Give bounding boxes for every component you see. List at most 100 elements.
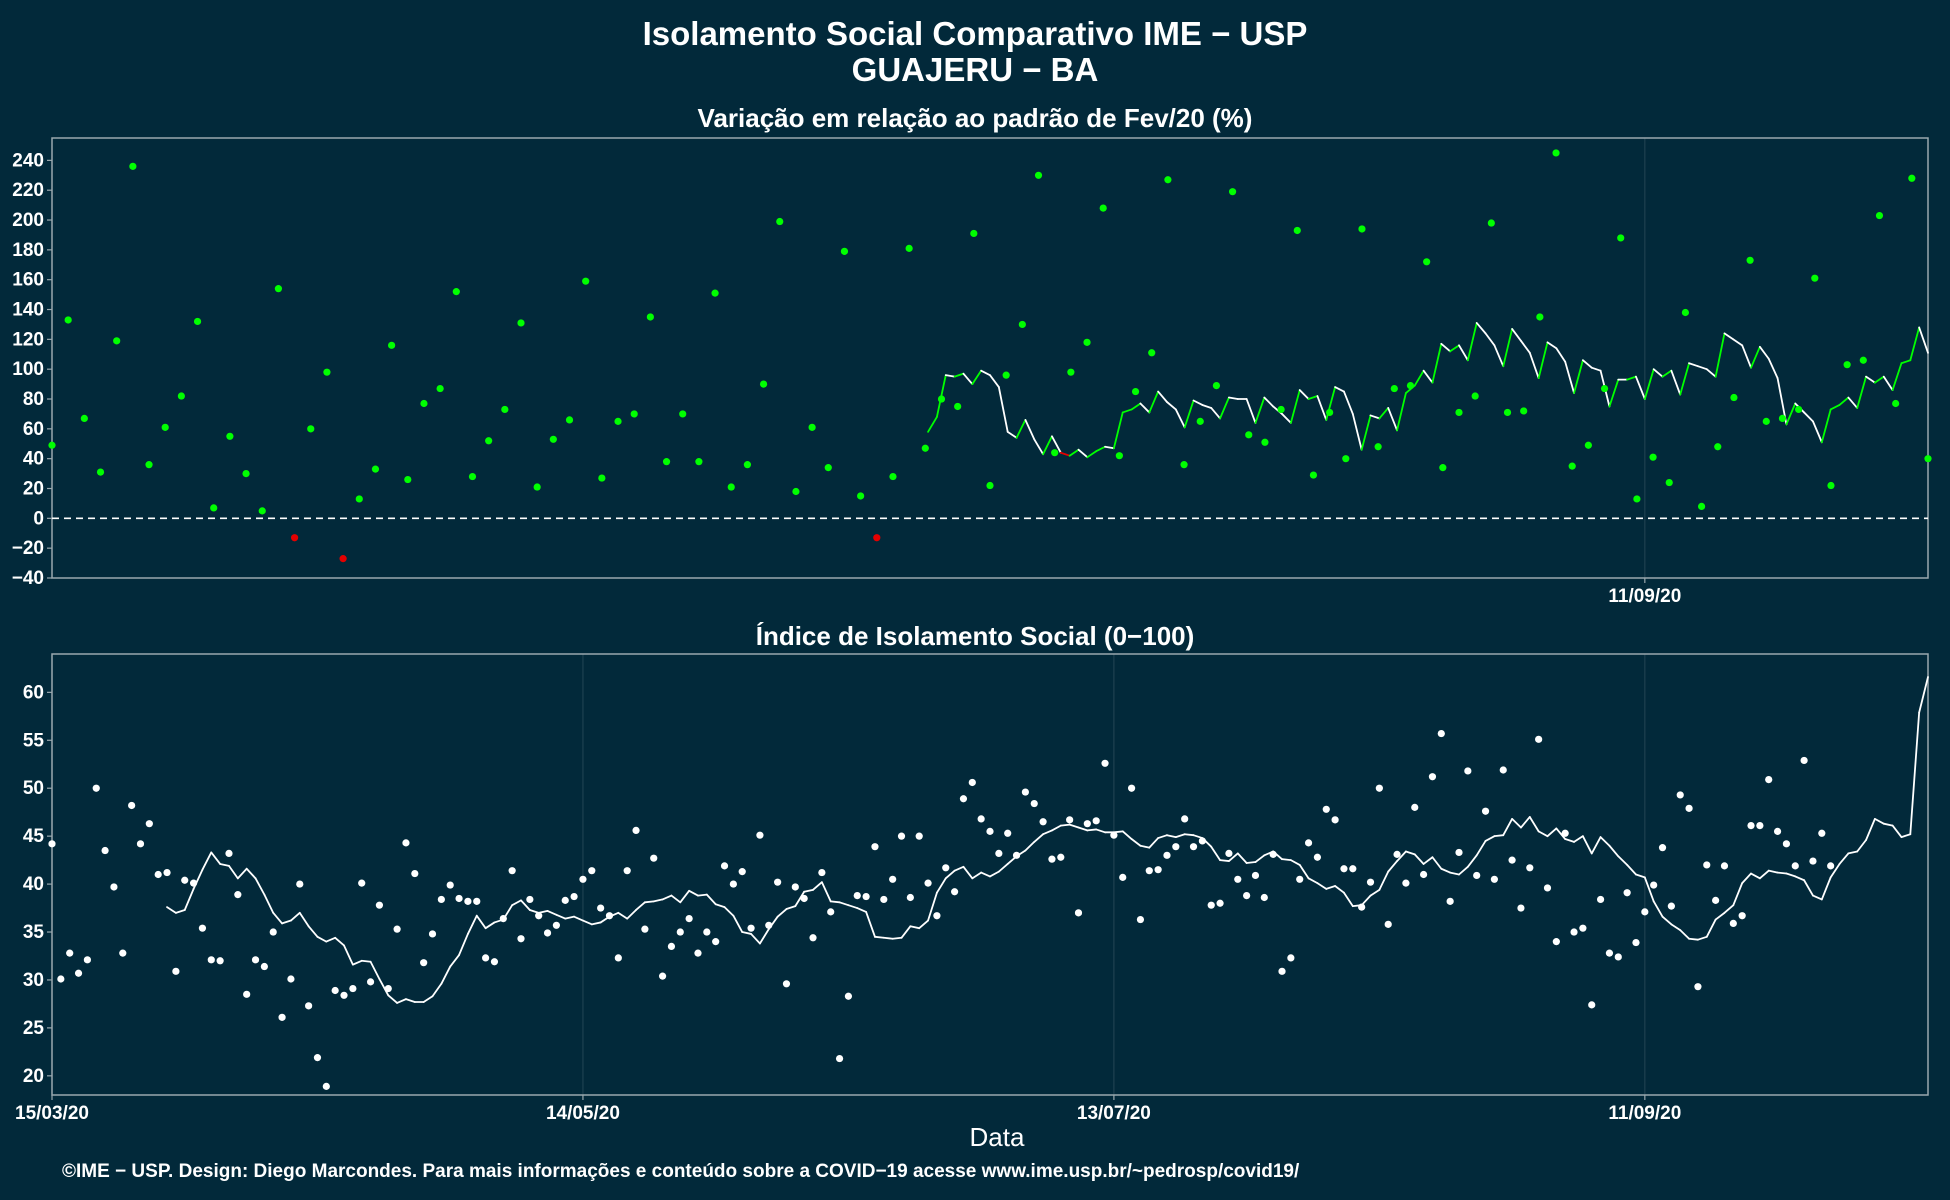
data-point bbox=[349, 984, 357, 993]
y-tick-label: 240 bbox=[12, 150, 44, 171]
line-segment bbox=[971, 871, 983, 880]
data-point bbox=[809, 934, 817, 942]
data-point bbox=[92, 784, 100, 792]
line-segment bbox=[201, 851, 213, 871]
data-point bbox=[1765, 775, 1773, 784]
data-point bbox=[366, 978, 375, 986]
line-segment bbox=[405, 998, 416, 1003]
data-point bbox=[278, 1013, 286, 1021]
line-segment bbox=[1112, 411, 1124, 450]
data-point bbox=[1782, 840, 1791, 848]
line-segment bbox=[174, 909, 186, 914]
data-point bbox=[1908, 174, 1916, 182]
line-segment bbox=[1289, 389, 1301, 424]
data-point bbox=[614, 417, 622, 425]
data-point bbox=[64, 316, 72, 324]
line-segment bbox=[1847, 850, 1859, 855]
data-point bbox=[824, 464, 832, 472]
line-segment bbox=[1298, 864, 1310, 880]
data-point bbox=[1092, 817, 1100, 825]
data-point bbox=[1712, 896, 1720, 904]
line-segment bbox=[369, 960, 381, 980]
x-tick-label: 11/09/20 bbox=[1608, 1103, 1681, 1124]
line-segment bbox=[1705, 918, 1717, 938]
data-point bbox=[1570, 928, 1578, 936]
line-segment bbox=[1829, 404, 1841, 411]
line-segment bbox=[714, 903, 726, 908]
line-segment bbox=[1130, 838, 1142, 847]
data-point bbox=[646, 313, 654, 321]
line-segment bbox=[1263, 396, 1275, 408]
line-segment bbox=[334, 936, 345, 947]
line-segment bbox=[1767, 357, 1779, 380]
data-point bbox=[48, 840, 56, 848]
line-segment bbox=[1635, 873, 1646, 879]
line-segment bbox=[1697, 935, 1708, 941]
line-segment bbox=[1900, 833, 1912, 839]
line-segment bbox=[741, 931, 752, 935]
line-segment bbox=[865, 910, 876, 938]
data-point bbox=[738, 868, 746, 876]
data-point bbox=[177, 392, 185, 400]
data-point bbox=[1508, 856, 1516, 864]
line-segment bbox=[1192, 834, 1204, 839]
y-tick-label: 80 bbox=[23, 389, 44, 410]
line-segment bbox=[1396, 850, 1407, 862]
data-point bbox=[1261, 438, 1269, 446]
line-segment bbox=[1493, 834, 1505, 838]
data-point bbox=[588, 867, 596, 875]
line-segment bbox=[1794, 875, 1806, 882]
line-segment bbox=[1086, 828, 1098, 832]
line-segment bbox=[1838, 396, 1850, 406]
data-point bbox=[1411, 803, 1419, 811]
data-point bbox=[508, 867, 516, 875]
data-point bbox=[323, 368, 331, 376]
y-tick-label: −40 bbox=[12, 568, 44, 589]
x-axis-label: Data bbox=[970, 1122, 1025, 1152]
y-tick-label: 100 bbox=[12, 359, 44, 380]
line-segment bbox=[1785, 872, 1797, 878]
line-segment bbox=[1475, 840, 1487, 857]
line-segment bbox=[1157, 834, 1168, 839]
line-segment bbox=[564, 915, 575, 920]
line-segment bbox=[1228, 396, 1239, 400]
data-point bbox=[1455, 408, 1463, 417]
data-point bbox=[258, 507, 266, 515]
line-segment bbox=[626, 909, 637, 920]
line-segment bbox=[1351, 413, 1363, 451]
line-segment bbox=[1564, 838, 1575, 843]
data-point bbox=[871, 843, 879, 851]
line-segment bbox=[1555, 827, 1567, 840]
data-point bbox=[791, 883, 799, 891]
data-point bbox=[260, 962, 268, 971]
data-point bbox=[1110, 831, 1118, 839]
line-segment bbox=[1741, 872, 1752, 885]
line-segment bbox=[1750, 872, 1761, 880]
line-segment bbox=[944, 374, 956, 378]
data-point bbox=[937, 395, 946, 403]
line-segment bbox=[511, 899, 522, 907]
line-segment bbox=[1484, 835, 1496, 842]
data-point bbox=[727, 483, 735, 491]
line-segment bbox=[670, 894, 682, 904]
data-point bbox=[163, 868, 171, 877]
data-point bbox=[234, 891, 242, 899]
variation-panel: −40 −20 0 20 40 60 80 100 120 140 160 180 200 220 240 1… bbox=[12, 137, 1932, 607]
data-point bbox=[1021, 788, 1029, 796]
line-segment bbox=[829, 900, 841, 904]
data-point bbox=[437, 895, 445, 904]
data-point bbox=[1588, 1001, 1596, 1009]
line-segment bbox=[1511, 328, 1522, 342]
y-tick-label: 20 bbox=[23, 479, 44, 500]
line-segment bbox=[387, 994, 399, 1004]
data-point bbox=[355, 495, 363, 503]
data-point bbox=[113, 337, 121, 345]
data-point bbox=[579, 875, 587, 883]
data-point bbox=[48, 441, 56, 449]
line-segment bbox=[528, 909, 540, 914]
line-segment bbox=[1874, 817, 1885, 825]
line-segment bbox=[1440, 342, 1452, 353]
data-point bbox=[1714, 443, 1722, 451]
data-point bbox=[411, 869, 419, 878]
data-point bbox=[756, 831, 764, 839]
